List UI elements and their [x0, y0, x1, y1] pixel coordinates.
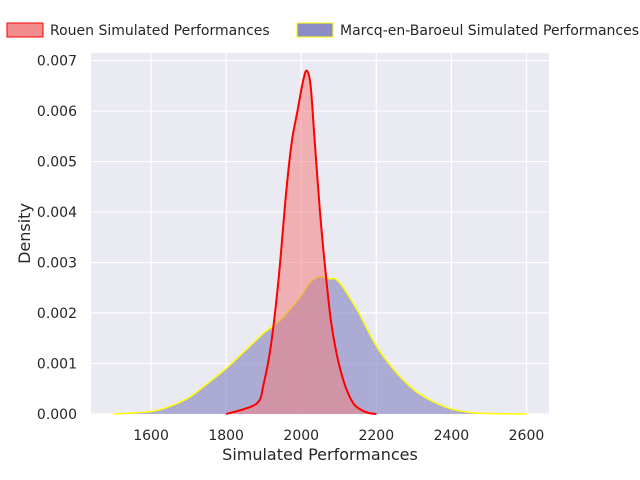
series-area [226, 70, 377, 414]
x-tick-label: 1600 [133, 428, 169, 444]
y-tick-label: 0.001 [37, 357, 77, 373]
x-tick-label: 1800 [208, 428, 244, 444]
y-tick-label: 0.003 [37, 256, 77, 272]
y-tick-label: 0.004 [37, 205, 77, 221]
x-axis-label: Simulated Performances [222, 445, 418, 464]
tick-labels: 1600 1800 2000 2200 2400 2600 0.000 0.001 0.002 0… [37, 54, 544, 444]
x-tick-label: 2600 [509, 428, 545, 444]
legend-swatch [6, 22, 44, 38]
x-tick-label: 2000 [283, 428, 319, 444]
legend-swatch [296, 22, 334, 38]
y-tick-label: 0.000 [37, 407, 77, 423]
series-line [225, 69, 377, 415]
y-tick-label: 0.007 [37, 54, 77, 70]
legend-label: Marcq-en-Baroeul Simulated Performances [340, 23, 639, 39]
y-tick-label: 0.006 [37, 104, 77, 120]
x-tick-label: 2200 [358, 428, 394, 444]
y-axis-label: Density [15, 203, 34, 264]
y-tick-label: 0.002 [37, 306, 77, 322]
y-tick-label: 0.005 [37, 155, 77, 171]
legend: Rouen Simulated Performances Marcq-en-Bar… [6, 22, 639, 39]
legend-label: Rouen Simulated Performances [50, 23, 270, 39]
x-tick-label: 2400 [434, 428, 470, 444]
series-layer [113, 69, 527, 415]
